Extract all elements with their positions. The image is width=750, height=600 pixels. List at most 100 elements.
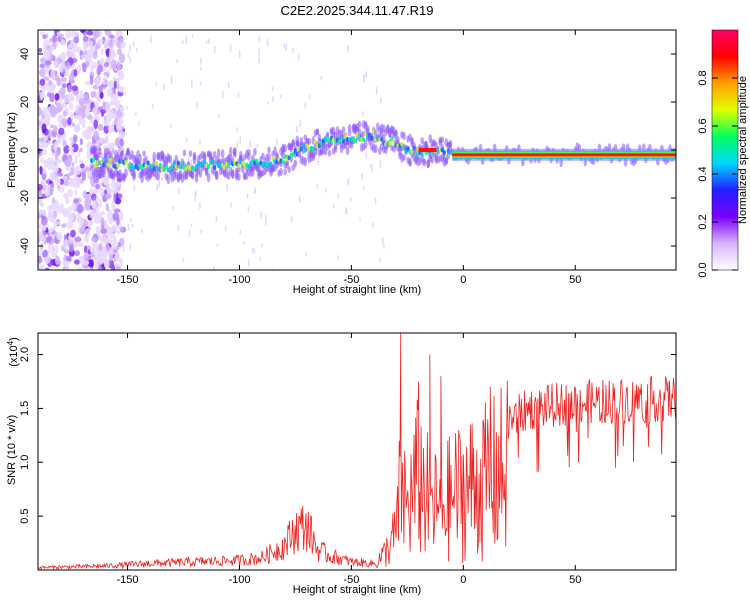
noise-speck [64, 249, 70, 254]
tone-band-red [452, 153, 676, 157]
colorbar-tick-label: 0.6 [697, 118, 709, 133]
noise-speck [70, 211, 75, 222]
faint-speck [170, 76, 173, 85]
noise-speck [78, 159, 84, 165]
noise-speck [55, 220, 61, 226]
faint-speck [264, 214, 267, 218]
noise-speck [46, 110, 51, 120]
x-tick-label: -150 [117, 274, 139, 286]
noise-speck [63, 180, 70, 187]
snr-y-tick-label: 2.0 [19, 347, 31, 362]
ridge-halo [97, 146, 102, 155]
faint-speck [227, 81, 230, 89]
noise-speck [78, 216, 85, 227]
noise-speck [76, 267, 83, 270]
noise-speck [99, 235, 107, 245]
faint-speck [256, 144, 259, 149]
noise-speck [65, 255, 72, 262]
noise-speck [93, 119, 98, 130]
snr-scale-exponent: 4 [6, 340, 15, 345]
noise-speck [38, 255, 42, 264]
noise-speck [54, 255, 60, 265]
noise-speck [57, 187, 65, 193]
noise-speck [90, 90, 97, 99]
noise-speck [82, 93, 89, 99]
snr-series-line [38, 333, 676, 570]
faint-speck [237, 92, 240, 98]
ridge-core [158, 162, 162, 168]
ridge-halo [347, 128, 352, 137]
noise-speck [119, 106, 125, 113]
y-tick-label: -40 [19, 238, 31, 254]
ridge-halo [212, 150, 217, 159]
noise-speck [84, 245, 88, 254]
faint-speck [347, 181, 350, 186]
faint-speck [292, 48, 294, 54]
noise-speck [71, 161, 75, 167]
spectrogram-plot: -150 -100 -50 0 50 -40 -20 0 20 40 Height of str… [6, 29, 677, 296]
faint-speck [182, 258, 185, 262]
noise-speck [57, 172, 64, 177]
noise-speck [116, 265, 122, 270]
y-tick-label: -20 [19, 190, 31, 206]
noise-speck [64, 60, 68, 66]
noise-speck [53, 107, 61, 114]
faint-speck [178, 187, 180, 194]
ridge-halo [220, 149, 225, 159]
faint-speck [276, 138, 278, 146]
ridge-core [206, 164, 211, 169]
noise-speck [116, 217, 120, 226]
noise-speck [44, 69, 50, 75]
noise-speck [44, 267, 50, 270]
noise-speck [96, 196, 100, 202]
faint-speck [187, 156, 190, 164]
noise-speck [98, 265, 103, 270]
noise-speck [116, 109, 123, 119]
faint-speck [172, 205, 175, 210]
faint-speck [200, 57, 202, 65]
noise-speck [38, 191, 43, 199]
noise-speck [43, 49, 49, 60]
noise-speck [50, 124, 55, 129]
ridge-halo [402, 154, 406, 162]
noise-speck [66, 154, 73, 164]
noise-speck [105, 114, 112, 123]
faint-speck [141, 229, 143, 234]
faint-speck [365, 71, 367, 78]
faint-speck [379, 257, 381, 263]
ridge-halo [293, 159, 298, 168]
y-tick-label: 20 [19, 96, 31, 108]
faint-speck [297, 53, 300, 61]
noise-speck [71, 85, 79, 92]
faint-speck [205, 40, 208, 44]
ridge-halo [422, 159, 426, 167]
faint-speck [285, 43, 288, 51]
noise-speck [80, 30, 86, 34]
noise-speck [48, 128, 52, 139]
faint-speck [298, 195, 301, 203]
noise-speck [41, 123, 47, 134]
faint-speck [264, 218, 267, 226]
ridge-halo [440, 136, 445, 144]
noise-speck [65, 30, 71, 39]
noise-speck [66, 84, 72, 93]
ridge-halo [126, 147, 130, 156]
ridge-halo [374, 144, 378, 154]
faint-speck [249, 140, 251, 148]
noise-speck [100, 48, 104, 55]
faint-speck [337, 193, 339, 199]
noise-speck [69, 244, 74, 253]
faint-speck [188, 229, 191, 238]
noise-speck [95, 207, 100, 213]
noise-speck [108, 80, 115, 89]
noise-speck [56, 31, 62, 37]
spectrogram-x-label: Height of straight line (km) [293, 284, 421, 296]
noise-speck [41, 215, 48, 226]
noise-speck [89, 74, 94, 85]
faint-speck [383, 244, 385, 249]
faint-speck [247, 206, 250, 212]
noise-speck [56, 77, 62, 86]
ridge-core [92, 157, 96, 163]
noise-speck [93, 112, 98, 120]
faint-speck [156, 183, 158, 191]
